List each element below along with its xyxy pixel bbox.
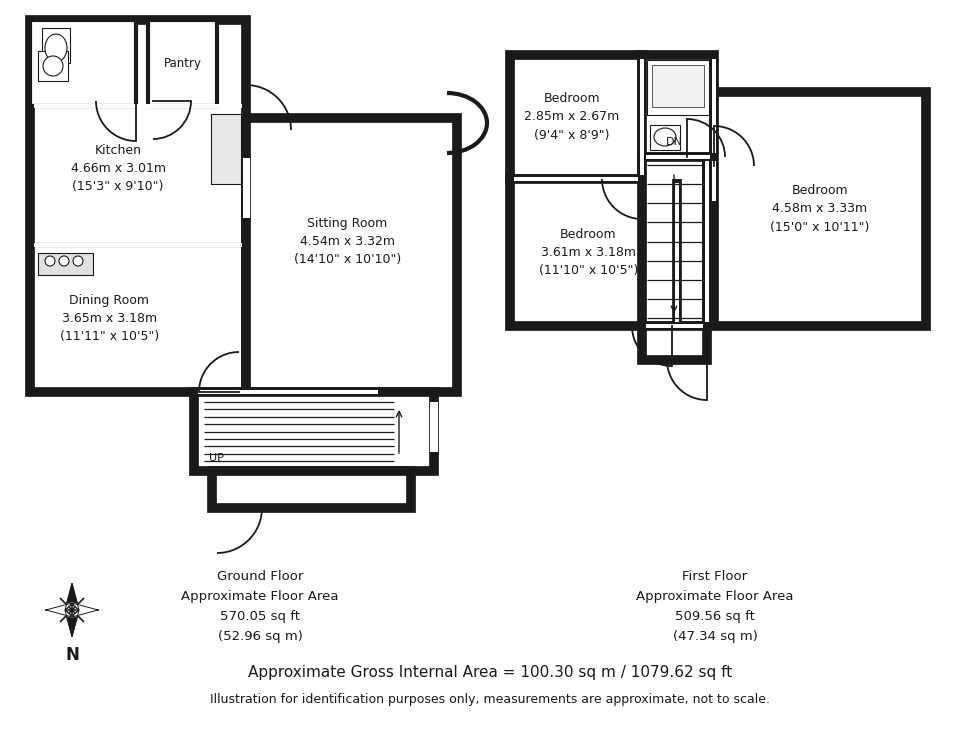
- Bar: [510, 179, 677, 326]
- Text: Dining Room
3.65m x 3.18m
(11'11" x 10'5"): Dining Room 3.65m x 3.18m (11'11" x 10'5…: [60, 294, 159, 343]
- Circle shape: [43, 56, 63, 76]
- Bar: [211, 114, 241, 184]
- Bar: [34, 40, 38, 90]
- Bar: [652, 65, 704, 107]
- Bar: [42, 28, 70, 63]
- Bar: [675, 183, 679, 322]
- Bar: [646, 155, 710, 159]
- Bar: [246, 118, 457, 392]
- Circle shape: [45, 256, 55, 266]
- Text: Sitting Room
4.54m x 3.32m
(14'10" x 10'10"): Sitting Room 4.54m x 3.32m (14'10" x 10'…: [294, 217, 401, 266]
- Bar: [34, 104, 242, 108]
- Bar: [30, 20, 246, 392]
- Bar: [198, 390, 378, 394]
- Text: Ground Floor
Approximate Floor Area
570.05 sq ft
(52.96 sq m): Ground Floor Approximate Floor Area 570.…: [181, 570, 339, 643]
- Bar: [34, 243, 242, 247]
- Bar: [640, 134, 644, 174]
- Bar: [642, 157, 707, 326]
- Circle shape: [59, 256, 69, 266]
- Bar: [640, 59, 644, 175]
- Bar: [647, 60, 709, 115]
- Text: First Floor
Approximate Floor Area
509.56 sq ft
(47.34 sq m): First Floor Approximate Floor Area 509.5…: [636, 570, 794, 643]
- Text: Bedroom
4.58m x 3.33m
(15'0" x 10'11"): Bedroom 4.58m x 3.33m (15'0" x 10'11"): [770, 185, 869, 233]
- Bar: [510, 55, 642, 179]
- Bar: [38, 253, 93, 275]
- Bar: [712, 161, 716, 201]
- Circle shape: [73, 256, 83, 266]
- Bar: [212, 471, 411, 508]
- Text: Approximate Gross Internal Area = 100.30 sq m / 1079.62 sq ft: Approximate Gross Internal Area = 100.30…: [248, 665, 732, 679]
- Ellipse shape: [654, 128, 676, 146]
- Polygon shape: [72, 603, 98, 617]
- Polygon shape: [65, 610, 79, 636]
- Polygon shape: [46, 603, 72, 617]
- Bar: [646, 324, 703, 328]
- Bar: [712, 59, 716, 153]
- Bar: [38, 253, 93, 275]
- Bar: [650, 125, 680, 150]
- Bar: [642, 55, 714, 157]
- Bar: [514, 177, 638, 181]
- Polygon shape: [65, 584, 79, 610]
- Bar: [714, 92, 926, 326]
- Bar: [211, 114, 241, 184]
- Text: Illustration for identification purposes only, measurements are approximate, not: Illustration for identification purposes…: [210, 694, 770, 706]
- Text: N: N: [65, 646, 79, 664]
- Bar: [705, 161, 709, 322]
- Bar: [30, 20, 136, 106]
- Ellipse shape: [45, 34, 67, 62]
- Bar: [42, 28, 70, 63]
- Bar: [646, 155, 691, 159]
- Bar: [675, 281, 679, 321]
- Bar: [243, 158, 250, 218]
- Text: Pantry: Pantry: [164, 57, 202, 69]
- Text: Bedroom
3.61m x 3.18m
(11'10" x 10'5"): Bedroom 3.61m x 3.18m (11'10" x 10'5"): [539, 228, 638, 277]
- Text: Bedroom
2.85m x 2.67m
(9'4" x 8'9"): Bedroom 2.85m x 2.67m (9'4" x 8'9"): [524, 92, 619, 142]
- Bar: [430, 402, 438, 452]
- Text: UP: UP: [209, 453, 223, 463]
- Bar: [642, 326, 707, 360]
- Text: Kitchen
4.66m x 3.01m
(15'3" x 9'10"): Kitchen 4.66m x 3.01m (15'3" x 9'10"): [71, 144, 166, 193]
- Text: DN: DN: [666, 137, 683, 147]
- Bar: [148, 20, 217, 106]
- Bar: [194, 392, 434, 471]
- Bar: [38, 51, 68, 81]
